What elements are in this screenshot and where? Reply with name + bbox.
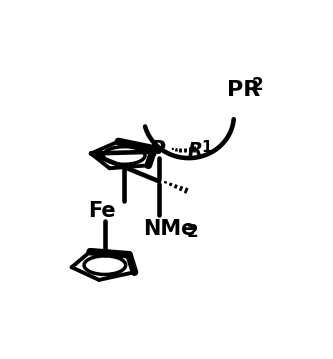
Text: R: R xyxy=(187,141,202,160)
Text: 2: 2 xyxy=(186,223,198,241)
Text: PR: PR xyxy=(227,80,261,100)
Text: NMe: NMe xyxy=(144,219,196,239)
Text: 2: 2 xyxy=(252,76,264,94)
Text: ·: · xyxy=(169,141,175,159)
Text: Fe: Fe xyxy=(89,201,116,221)
Text: ·: · xyxy=(173,143,178,158)
Text: P: P xyxy=(150,140,166,160)
Text: 1: 1 xyxy=(201,140,212,155)
